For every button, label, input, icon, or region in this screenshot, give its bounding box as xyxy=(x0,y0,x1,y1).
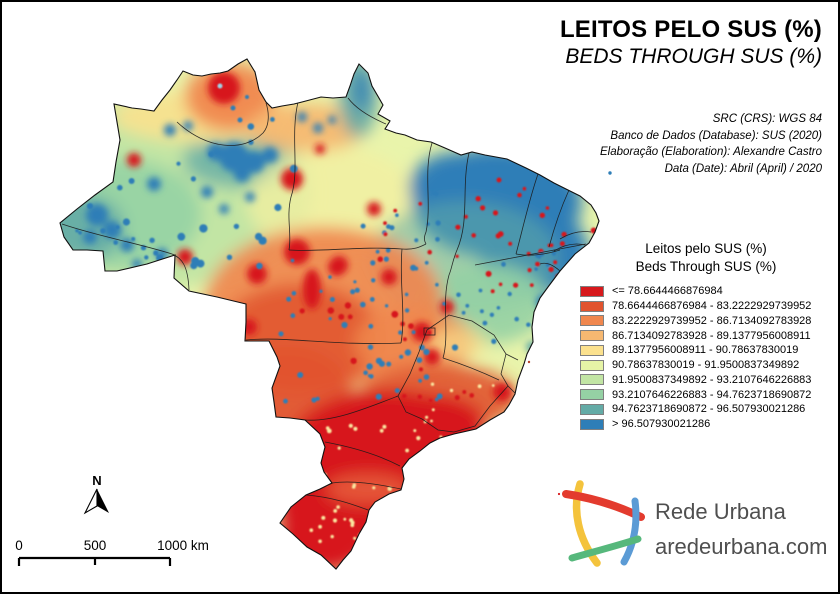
north-arrow: N xyxy=(82,474,112,520)
legend: Leitos pelo SUS (%) Beds Through SUS (%)… xyxy=(580,240,832,432)
legend-item: 91.9500837349892 - 93.2107646226883 xyxy=(580,373,832,388)
legend-item: <= 78.6644466876984 xyxy=(580,284,832,299)
legend-swatch xyxy=(580,374,604,386)
legend-item: 90.78637830019 - 91.9500837349892 xyxy=(580,358,832,373)
legend-swatch xyxy=(580,418,604,430)
logo-text: Rede Urbana aredeurbana.com xyxy=(655,494,827,564)
north-label: N xyxy=(92,473,102,488)
legend-swatch xyxy=(580,359,604,371)
logo: Rede Urbana aredeurbana.com xyxy=(558,470,838,588)
legend-item: 94.7623718690872 - 96.507930021286 xyxy=(580,402,832,417)
legend-label: 91.9500837349892 - 93.2107646226883 xyxy=(612,373,812,386)
legend-label: 83.2222929739952 - 86.7134092783928 xyxy=(612,314,812,327)
north-arrow-icon xyxy=(83,488,109,515)
legend-item: 78.6644466876984 - 83.2222929739952 xyxy=(580,299,832,314)
scalebar xyxy=(17,556,172,566)
legend-swatch xyxy=(580,285,604,297)
metadata-line: Banco de Dados (Database): SUS (2020) xyxy=(610,129,822,142)
metadata-line: Elaboração (Elaboration): Alexandre Cast… xyxy=(599,146,822,158)
legend-swatch xyxy=(580,300,604,312)
legend-label: > 96.507930021286 xyxy=(612,418,711,431)
legend-label: 78.6644466876984 - 83.2222929739952 xyxy=(612,300,812,313)
scalebar-labels: 0 500 1000 km xyxy=(2,538,232,554)
legend-item: 86.7134092783928 - 89.1377956008911 xyxy=(580,328,832,343)
metadata-block: SRC (CRS): WGS 84 Banco de Dados (Databas… xyxy=(600,111,822,177)
logo-url: aredeurbana.com xyxy=(655,534,828,559)
map-title-pt: LEITOS PELO SUS (%) xyxy=(559,16,822,43)
logo-name: Rede Urbana xyxy=(655,499,786,524)
legend-item: 89.1377956008911 - 90.78637830019 xyxy=(580,343,832,358)
legend-label: 90.78637830019 - 91.9500837349892 xyxy=(612,359,800,372)
legend-title: Leitos pelo SUS (%) Beds Through SUS (%) xyxy=(580,240,832,275)
legend-swatch xyxy=(580,403,604,415)
legend-item: > 96.507930021286 xyxy=(580,417,832,432)
scalebar-tick-label: 1000 km xyxy=(157,538,209,553)
legend-label: <= 78.6644466876984 xyxy=(612,285,723,298)
scalebar-tick-label: 500 xyxy=(83,538,107,553)
state-borders xyxy=(61,97,592,511)
legend-items: <= 78.6644466876984 78.6644466876984 - 83… xyxy=(580,284,832,432)
legend-swatch xyxy=(580,389,604,401)
legend-item: 93.2107646226883 - 94.7623718690872 xyxy=(580,387,832,402)
scalebar-tick-label: 0 xyxy=(15,538,23,553)
legend-item: 83.2222929739952 - 86.7134092783928 xyxy=(580,314,832,329)
rede-urbana-logo-icon xyxy=(562,480,645,567)
legend-title-en: Beds Through SUS (%) xyxy=(635,258,777,274)
map-title-en: BEDS THROUGH SUS (%) xyxy=(565,45,822,68)
legend-label: 89.1377956008911 - 90.78637830019 xyxy=(612,344,799,357)
metadata-line: Data (Date): Abril (April) / 2020 xyxy=(664,162,822,175)
metadata-line: SRC (CRS): WGS 84 xyxy=(712,113,822,125)
islands xyxy=(527,171,612,496)
legend-swatch xyxy=(580,344,604,356)
legend-label: 93.2107646226883 - 94.7623718690872 xyxy=(612,388,812,401)
legend-swatch xyxy=(580,330,604,342)
legend-swatch xyxy=(580,315,604,327)
brazil-outline xyxy=(59,58,600,570)
legend-label: 94.7623718690872 - 96.507930021286 xyxy=(612,403,806,416)
title-block: LEITOS PELO SUS (%) BEDS THROUGH SUS (%) xyxy=(560,16,822,70)
legend-title-pt: Leitos pelo SUS (%) xyxy=(645,241,767,256)
legend-label: 86.7134092783928 - 89.1377956008911 xyxy=(612,329,811,342)
